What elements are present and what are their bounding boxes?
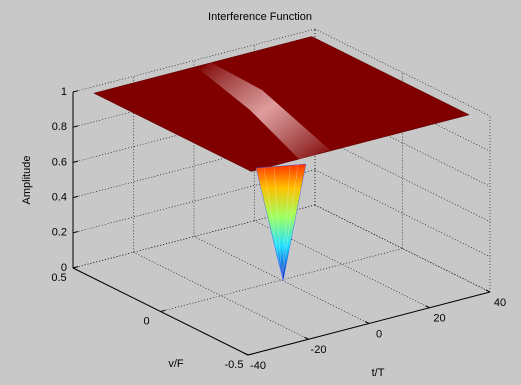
surface xyxy=(93,36,470,282)
z-tick xyxy=(72,231,79,234)
y-axis-label: v/F xyxy=(168,358,184,370)
y-tick xyxy=(72,266,79,269)
y-tick xyxy=(247,353,254,356)
y-tick xyxy=(160,309,166,312)
z-tick-label: 0 xyxy=(61,262,67,274)
surface-sheen xyxy=(200,62,330,160)
z-tick xyxy=(72,90,79,93)
z-tick-label: 0.2 xyxy=(52,227,67,239)
grid-line xyxy=(314,99,491,187)
x-tick xyxy=(425,305,430,309)
grid-line xyxy=(314,169,491,258)
z-tick-label: 1 xyxy=(61,86,67,98)
grid-line xyxy=(133,251,309,340)
x-tick-label: 0 xyxy=(376,328,382,340)
z-tick xyxy=(72,195,79,199)
x-tick-label: 40 xyxy=(494,297,506,309)
y-tick-label: 0 xyxy=(143,315,149,327)
y-tick-label: 0.5 xyxy=(51,272,66,284)
z-axis-label: Amplitude xyxy=(21,156,33,205)
funnel-mesh xyxy=(263,164,299,281)
x-tick-label: -20 xyxy=(311,344,327,356)
funnel xyxy=(255,163,307,282)
x-tick xyxy=(243,352,249,356)
z-tick xyxy=(72,160,79,163)
x-tick xyxy=(304,336,309,340)
z-tick-label: 0.8 xyxy=(52,121,67,133)
chart-title: Interference Function xyxy=(208,11,312,23)
z-tick xyxy=(72,125,79,128)
grid-line xyxy=(314,63,491,152)
grid-line xyxy=(314,204,491,293)
grid-line xyxy=(314,204,491,293)
x-tick-label: -40 xyxy=(250,360,266,372)
grid-line xyxy=(314,134,491,222)
surface-plane xyxy=(93,36,470,172)
y-tick-label: -0.5 xyxy=(225,359,244,371)
z-tick-label: 0.6 xyxy=(52,156,67,168)
x-tick-label: 20 xyxy=(433,313,445,325)
x-tick xyxy=(364,321,370,324)
x-tick xyxy=(485,289,491,293)
x-axis-label: t/T xyxy=(372,367,385,379)
grid-line xyxy=(314,28,491,117)
grid-line xyxy=(193,236,370,324)
z-tick-label: 0.4 xyxy=(52,192,67,204)
